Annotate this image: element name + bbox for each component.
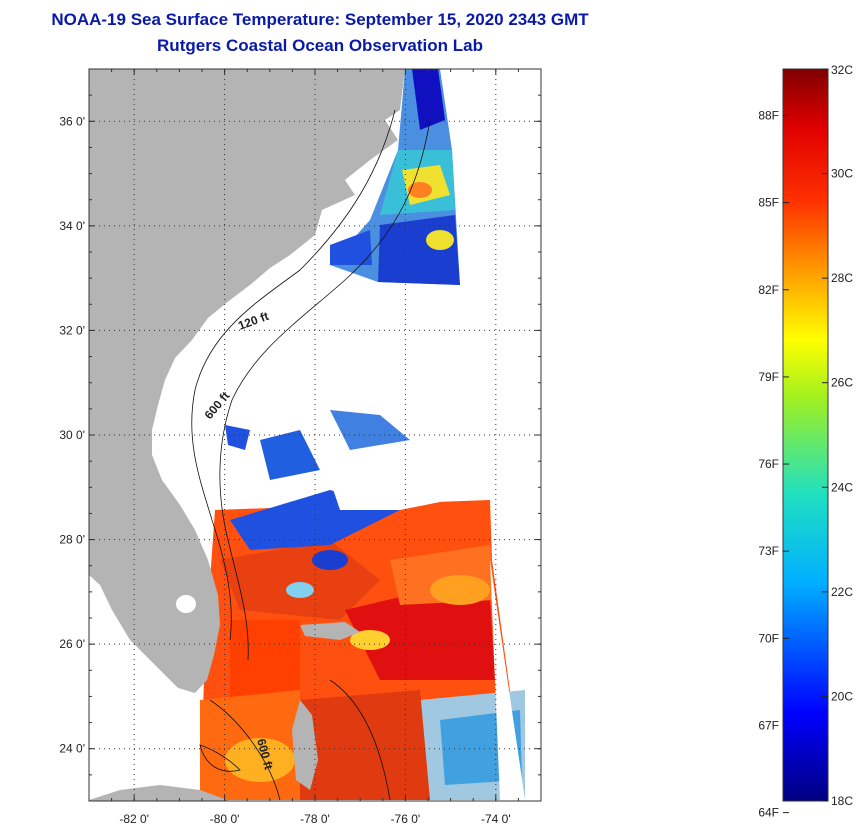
celsius-labels: 32C 30C 28C 26C 24C 22C 20C 18C	[822, 63, 853, 808]
page-subtitle: Rutgers Coastal Ocean Observation Lab	[157, 36, 483, 55]
lat-label: 24 0'	[59, 742, 85, 756]
celsius-label: 26C	[831, 376, 853, 390]
fahrenheit-label: 73F	[758, 544, 779, 558]
fahrenheit-label: 82F	[758, 283, 779, 297]
lake-okeechobee	[176, 595, 196, 613]
land-us-coast	[89, 69, 405, 693]
lon-label: -76 0'	[391, 812, 421, 826]
lat-label: 26 0'	[59, 637, 85, 651]
fahrenheit-label: 70F	[758, 631, 779, 645]
lat-label: 32 0'	[59, 323, 85, 337]
celsius-label: 24C	[831, 480, 853, 494]
celsius-label: 28C	[831, 271, 853, 285]
lat-label: 34 0'	[59, 219, 85, 233]
celsius-label: 18C	[831, 794, 853, 808]
fahrenheit-label: 64F	[758, 806, 779, 820]
fahrenheit-label: 85F	[758, 196, 779, 210]
map-plot-area: 120 ft 600 ft 600 ft	[89, 69, 541, 801]
lat-label: 30 0'	[59, 428, 85, 442]
latitude-labels: 36 0' 34 0' 32 0' 30 0' 28 0' 26 0' 24 0'	[59, 114, 85, 755]
sst-swath-north	[330, 69, 460, 285]
lon-label: -80 0'	[210, 812, 240, 826]
fahrenheit-labels: 88F 85F 82F 79F 76F 73F 70F 67F 64F	[758, 108, 789, 820]
land-cuba	[89, 785, 230, 801]
land-bahamas-andros	[292, 700, 318, 790]
sst-swath-south	[200, 410, 525, 800]
page-title: NOAA-19 Sea Surface Temperature: Septemb…	[51, 10, 589, 29]
lon-label: -82 0'	[119, 812, 149, 826]
fahrenheit-label: 76F	[758, 457, 779, 471]
fahrenheit-label: 79F	[758, 370, 779, 384]
celsius-label: 32C	[831, 63, 853, 77]
lon-label: -74 0'	[481, 812, 511, 826]
lat-label: 36 0'	[59, 114, 85, 128]
colorbar-gradient	[782, 68, 829, 802]
lon-label: -78 0'	[300, 812, 330, 826]
land-bahamas-grand	[300, 622, 360, 640]
fahrenheit-label: 67F	[758, 718, 779, 732]
lat-label: 28 0'	[59, 533, 85, 547]
longitude-labels: -82 0' -80 0' -78 0' -76 0' -74 0'	[119, 812, 510, 826]
celsius-label: 20C	[831, 689, 853, 703]
fahrenheit-label: 88F	[758, 108, 779, 122]
axis-ticks	[88, 68, 542, 802]
bathymetry-contours	[191, 109, 431, 801]
celsius-label: 30C	[831, 167, 853, 181]
celsius-label: 22C	[831, 585, 853, 599]
graticule	[89, 69, 541, 801]
